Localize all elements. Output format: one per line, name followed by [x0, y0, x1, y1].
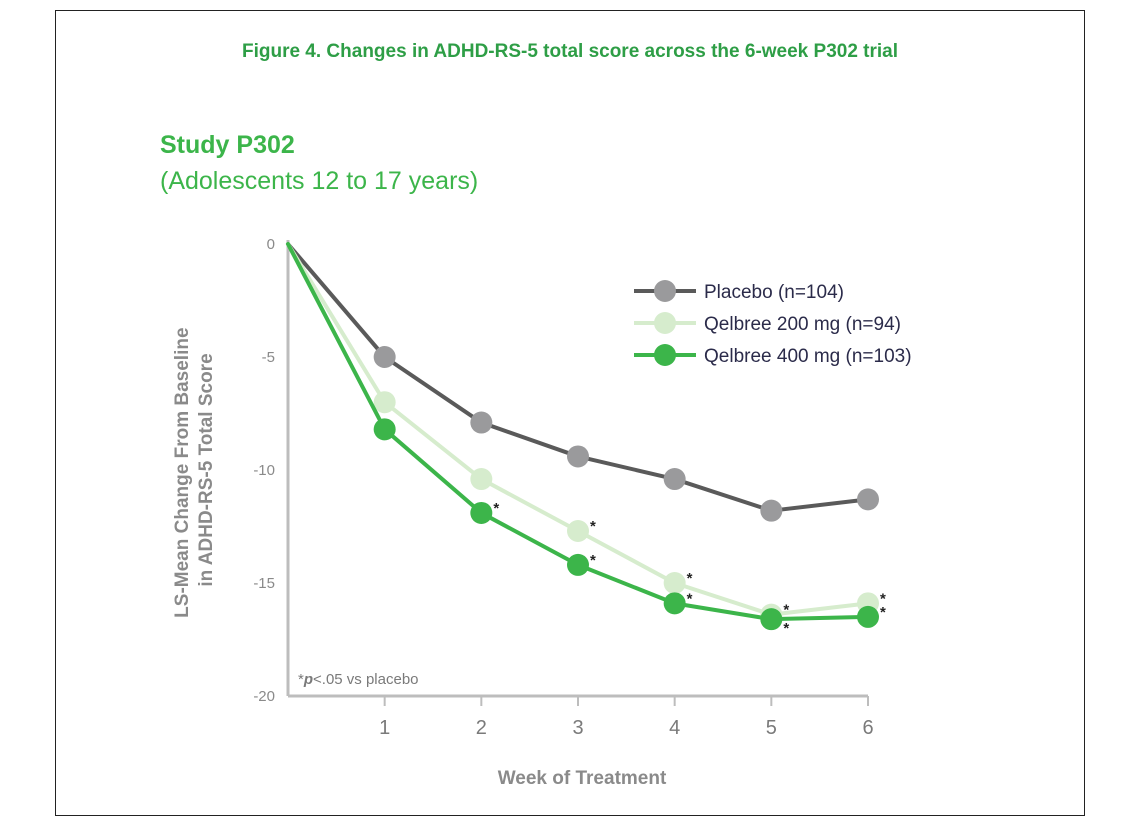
series-3 — [286, 242, 879, 631]
data-point — [663, 468, 686, 491]
data-point — [567, 445, 589, 468]
data-point — [470, 468, 493, 491]
y-axis-title: LS-Mean Change From Baseline in ADHD-RS-… — [172, 322, 217, 618]
legend-marker — [654, 312, 676, 334]
data-point — [567, 553, 589, 576]
footnote-p: p — [303, 671, 313, 688]
legend-marker — [654, 344, 676, 366]
data-point — [857, 605, 879, 628]
legend-marker — [654, 280, 676, 302]
study-subtitle: (Adolescents 12 to 17 years) — [160, 167, 479, 195]
x-ticks: 1 2 3 4 5 6 — [379, 696, 874, 739]
data-point — [567, 520, 589, 543]
data-point — [760, 608, 783, 631]
x-axis-title: Week of Treatment — [498, 768, 667, 789]
significance-star: * — [493, 500, 499, 517]
data-point — [373, 418, 396, 441]
x-tick-label: 3 — [572, 717, 583, 739]
x-tick-label: 1 — [379, 717, 390, 739]
chart-legend: Placebo (n=104) Qelbree 200 mg (n=94) Qelb… — [634, 280, 912, 367]
significance-markers: ********* — [493, 500, 886, 637]
data-point — [373, 346, 396, 368]
significance-star: * — [783, 620, 789, 637]
data-point — [470, 501, 493, 524]
legend-item: Qelbree 400 mg (n=103) — [634, 344, 912, 367]
study-title: Study P302 — [160, 131, 295, 159]
significance-star: * — [590, 552, 596, 569]
data-point — [857, 488, 879, 511]
legend-label: Placebo (n=104) — [704, 282, 844, 303]
x-tick-label: 2 — [476, 717, 487, 739]
data-point — [663, 572, 686, 594]
legend-label: Qelbree 200 mg (n=94) — [704, 314, 901, 335]
significance-star: * — [687, 590, 693, 607]
footnote-star: * — [298, 671, 304, 688]
y-tick-label: 0 — [267, 236, 275, 253]
y-axis-title-line-2: in ADHD-RS-5 Total Score — [196, 353, 217, 586]
x-tick-label: 6 — [862, 717, 873, 739]
significance-star: * — [783, 602, 789, 619]
y-ticks: 0 -5 -10 -15 -20 — [253, 236, 275, 705]
chart-axes — [286, 240, 868, 698]
legend-item: Placebo (n=104) — [634, 280, 844, 303]
y-axis-title-line-1: LS-Mean Change From Baseline — [172, 327, 193, 617]
y-tick-label: -5 — [262, 349, 275, 366]
series-1 — [286, 242, 879, 522]
y-tick-label: -20 — [253, 688, 275, 705]
y-tick-label: -15 — [253, 575, 275, 592]
figure-frame: Figure 4. Changes in ADHD-RS-5 total sco… — [55, 10, 1085, 816]
x-tick-label: 5 — [766, 717, 777, 739]
significance-star: * — [590, 518, 596, 535]
data-point — [663, 592, 686, 615]
footnote: *p<.05 vs placebo — [298, 671, 419, 688]
significance-star: * — [880, 590, 886, 607]
data-point — [373, 391, 396, 414]
significance-star: * — [687, 570, 693, 587]
data-point — [470, 411, 493, 434]
legend-label: Qelbree 400 mg (n=103) — [704, 346, 912, 367]
figure-title: Figure 4. Changes in ADHD-RS-5 total sco… — [241, 41, 899, 62]
legend-item: Qelbree 200 mg (n=94) — [634, 312, 901, 335]
footnote-text: <.05 vs placebo — [313, 671, 419, 688]
x-tick-label: 4 — [669, 717, 680, 739]
significance-star: * — [880, 604, 886, 621]
data-point — [760, 499, 783, 522]
y-tick-label: -10 — [253, 462, 275, 479]
series-layer — [286, 242, 879, 631]
